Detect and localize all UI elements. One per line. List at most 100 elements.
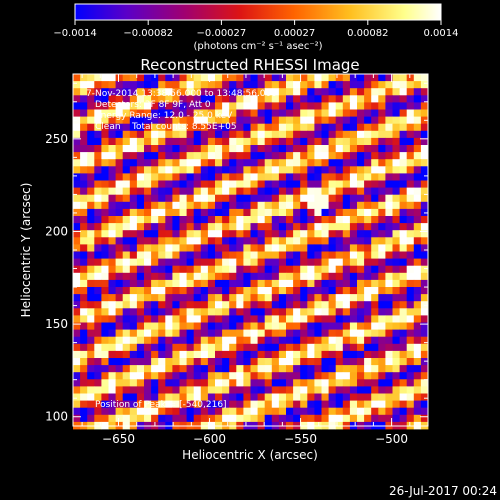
heatmap-cell: [236, 414, 244, 423]
heatmap-cell: [349, 237, 358, 245]
heatmap-cell: [179, 81, 187, 89]
heatmap-cell: [278, 194, 287, 203]
heatmap-cell: [243, 315, 251, 323]
heatmap-cell: [158, 414, 166, 423]
heatmap-cell: [342, 315, 351, 323]
heatmap-cell: [136, 194, 145, 203]
heatmap-cell: [364, 336, 372, 345]
heatmap-cell: [406, 414, 415, 423]
heatmap-cell: [413, 315, 422, 323]
heatmap-cell: [243, 123, 251, 132]
heatmap-cell: [172, 350, 180, 359]
heatmap-cell: [342, 365, 351, 373]
heatmap-cell: [158, 166, 166, 174]
heatmap-cell: [357, 287, 365, 295]
heatmap-cell: [186, 88, 195, 96]
heatmap-cell: [236, 237, 244, 245]
heatmap-cell: [207, 208, 216, 217]
heatmap-cell: [257, 223, 266, 231]
heatmap-cell: [229, 201, 237, 210]
heatmap-cell: [215, 216, 223, 224]
heatmap-cell: [399, 194, 408, 203]
heatmap-cell: [413, 400, 422, 409]
heatmap-cell: [307, 407, 315, 416]
heatmap-cell: [271, 365, 280, 373]
heatmap-cell: [378, 414, 386, 423]
heatmap-cell: [108, 308, 116, 316]
heatmap-cell: [108, 244, 116, 252]
heatmap-cell: [364, 287, 372, 295]
heatmap-cell: [222, 379, 230, 387]
heatmap-cell: [335, 95, 344, 103]
heatmap-cell: [144, 88, 152, 96]
heatmap-cell: [193, 251, 202, 259]
heatmap-cell: [179, 88, 187, 96]
heatmap-cell: [200, 301, 209, 309]
heatmap-cell: [229, 343, 237, 352]
heatmap-cell: [250, 173, 258, 181]
heatmap-cell: [300, 407, 308, 416]
heatmap-cell: [200, 116, 209, 125]
heatmap-cell: [144, 123, 152, 132]
heatmap-cell: [151, 230, 159, 238]
heatmap-cell: [278, 315, 287, 323]
heatmap-cell: [378, 102, 386, 110]
heatmap-cell: [151, 208, 159, 217]
heatmap-cell: [129, 258, 138, 267]
heatmap-cell: [172, 287, 180, 295]
heatmap-cell: [144, 102, 152, 110]
heatmap-cell: [300, 159, 308, 167]
heatmap-cell: [321, 159, 329, 167]
heatmap-cell: [158, 350, 166, 359]
heatmap-cell: [193, 386, 202, 394]
heatmap-cell: [357, 166, 365, 174]
heatmap-cell: [144, 152, 152, 160]
heatmap-cell: [179, 116, 187, 125]
heatmap-cell: [108, 187, 116, 196]
heatmap-cell: [271, 301, 280, 309]
heatmap-cell: [349, 279, 358, 288]
heatmap-cell: [172, 265, 180, 274]
heatmap-cell: [80, 74, 88, 82]
heatmap-cell: [229, 123, 237, 132]
heatmap-cell: [293, 123, 301, 132]
heatmap-cell: [264, 237, 273, 245]
heatmap-cell: [158, 393, 166, 401]
heatmap-cell: [307, 244, 315, 252]
heatmap-cell: [115, 208, 124, 217]
heatmap-cell: [392, 372, 400, 380]
heatmap-cell: [200, 272, 209, 281]
heatmap-cell: [406, 372, 415, 380]
heatmap-cell: [399, 159, 408, 167]
heatmap-cell: [222, 194, 230, 203]
heatmap-cell: [151, 329, 159, 338]
heatmap-cell: [307, 308, 315, 316]
heatmap-cell: [264, 407, 273, 416]
heatmap-cell: [364, 244, 372, 252]
heatmap-cell: [293, 208, 301, 217]
heatmap-cell: [420, 265, 429, 274]
heatmap-cell: [73, 287, 81, 295]
heatmap-cell: [264, 322, 273, 330]
heatmap-cell: [406, 258, 415, 267]
heatmap-cell: [264, 95, 273, 103]
heatmap-cell: [243, 329, 251, 338]
heatmap-cell: [115, 187, 124, 196]
heatmap-cell: [122, 180, 131, 188]
heatmap-cell: [257, 145, 266, 153]
heatmap-cell: [342, 208, 351, 217]
heatmap-cell: [399, 315, 408, 323]
heatmap-cell: [179, 365, 187, 373]
heatmap-cell: [136, 301, 145, 309]
heatmap-cell: [200, 159, 209, 167]
heatmap-cell: [94, 308, 102, 316]
heatmap-cell: [73, 379, 81, 387]
heatmap-cell: [278, 145, 287, 153]
heatmap-cell: [165, 407, 173, 416]
heatmap-cell: [342, 180, 351, 188]
heatmap-cell: [200, 279, 209, 288]
heatmap-cell: [229, 308, 237, 316]
heatmap-cell: [399, 88, 408, 96]
heatmap-cell: [122, 336, 131, 345]
heatmap-cell: [243, 414, 251, 423]
